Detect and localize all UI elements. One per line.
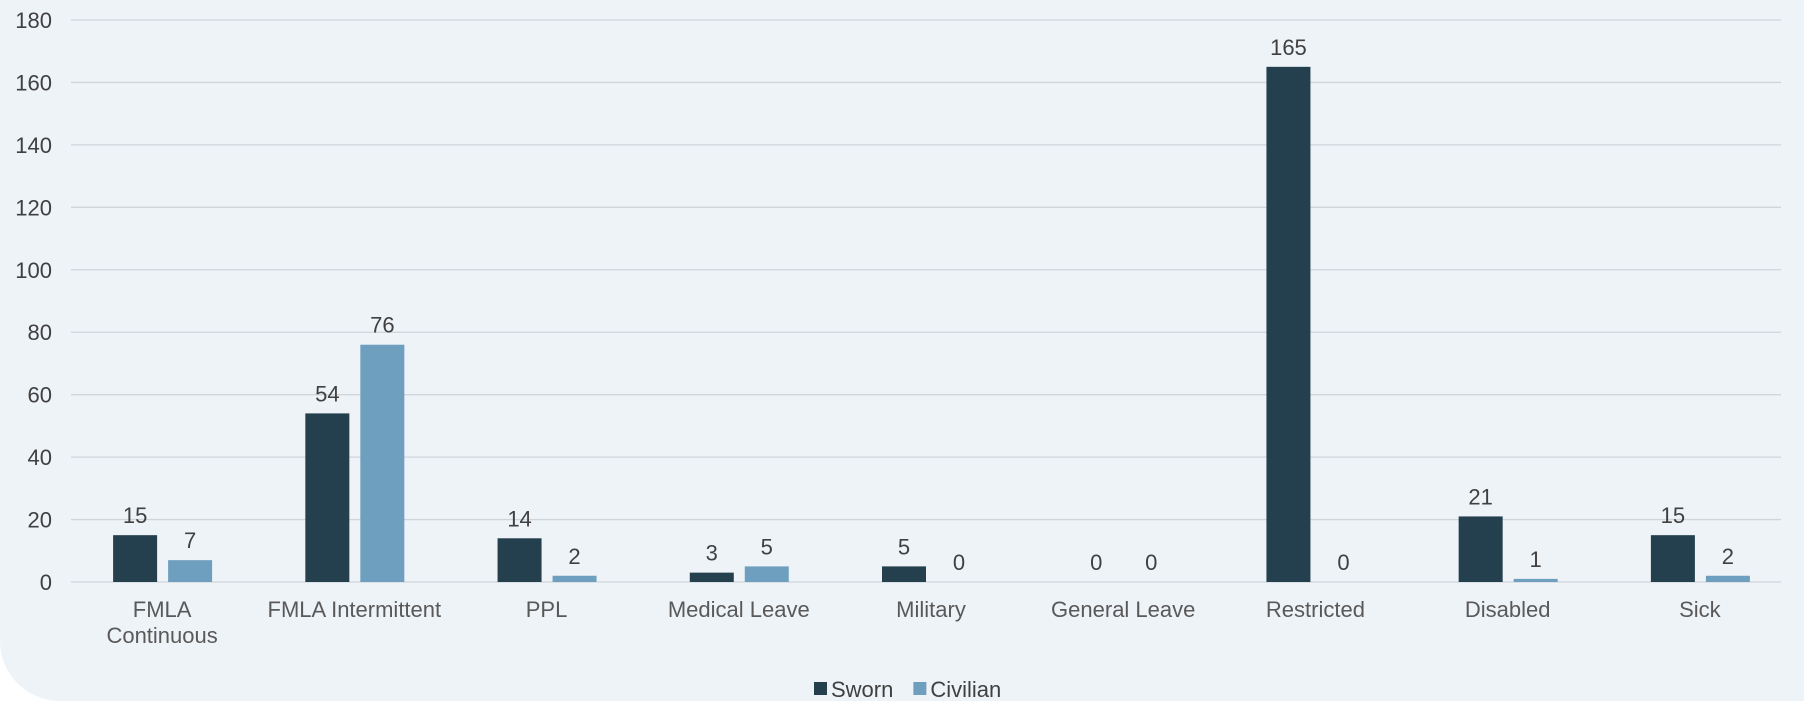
y-tick-label: 20: [28, 508, 52, 533]
value-label: 0: [1145, 550, 1157, 575]
legend-label: Civilian: [930, 677, 1001, 701]
value-label: 7: [184, 528, 196, 553]
y-tick-label: 180: [15, 8, 52, 33]
value-label: 5: [898, 534, 910, 559]
bar: [882, 566, 926, 582]
legend-swatch: [913, 682, 927, 695]
x-tick-label: Military: [896, 597, 966, 622]
value-label: 15: [1661, 503, 1685, 528]
y-tick-label: 160: [15, 70, 52, 95]
bar: [552, 575, 597, 582]
y-tick-label: 140: [15, 133, 52, 158]
y-tick-label: 80: [28, 320, 52, 345]
value-label: 0: [953, 550, 965, 575]
bar: [1458, 516, 1503, 582]
x-tick-label: Sick: [1679, 597, 1721, 622]
bar: [1650, 535, 1695, 582]
bar: [497, 538, 542, 582]
value-label: 3: [706, 541, 718, 566]
value-label: 1: [1530, 547, 1542, 572]
bar: [1705, 575, 1750, 582]
bar: [689, 572, 734, 582]
x-tick-label: Disabled: [1464, 597, 1551, 622]
y-tick-label: 120: [15, 195, 52, 220]
bar: [305, 413, 350, 582]
legend-swatch: [814, 682, 827, 695]
bar: [168, 560, 213, 582]
legend-label: Sworn: [831, 677, 893, 701]
value-label: 165: [1270, 35, 1307, 60]
bar: [360, 344, 405, 582]
value-label: 14: [507, 506, 531, 531]
value-label: 76: [370, 313, 394, 338]
value-label: 0: [1337, 550, 1349, 575]
y-tick-label: 100: [15, 258, 52, 283]
x-tick-label: FMLA Intermittent: [267, 597, 442, 622]
y-tick-label: 40: [28, 445, 52, 470]
value-label: 15: [123, 503, 147, 528]
y-tick-label: 0: [40, 570, 52, 595]
value-label: 2: [1722, 544, 1734, 569]
bar: [1513, 578, 1558, 582]
value-label: 21: [1468, 484, 1492, 509]
x-tick-label: Medical Leave: [667, 597, 810, 622]
value-label: 5: [761, 534, 773, 559]
value-label: 2: [568, 544, 580, 569]
bar: [1266, 66, 1311, 583]
value-label: 54: [315, 381, 339, 406]
x-tick-label: FMLA Continuous: [106, 597, 218, 648]
y-tick-label: 60: [28, 383, 52, 408]
x-tick-label: PPL: [525, 597, 568, 622]
x-tick-label: Restricted: [1265, 597, 1365, 622]
x-tick-label: General Leave: [1051, 597, 1196, 622]
bar: [744, 566, 789, 582]
bar: [113, 535, 158, 582]
value-label: 0: [1090, 550, 1102, 575]
